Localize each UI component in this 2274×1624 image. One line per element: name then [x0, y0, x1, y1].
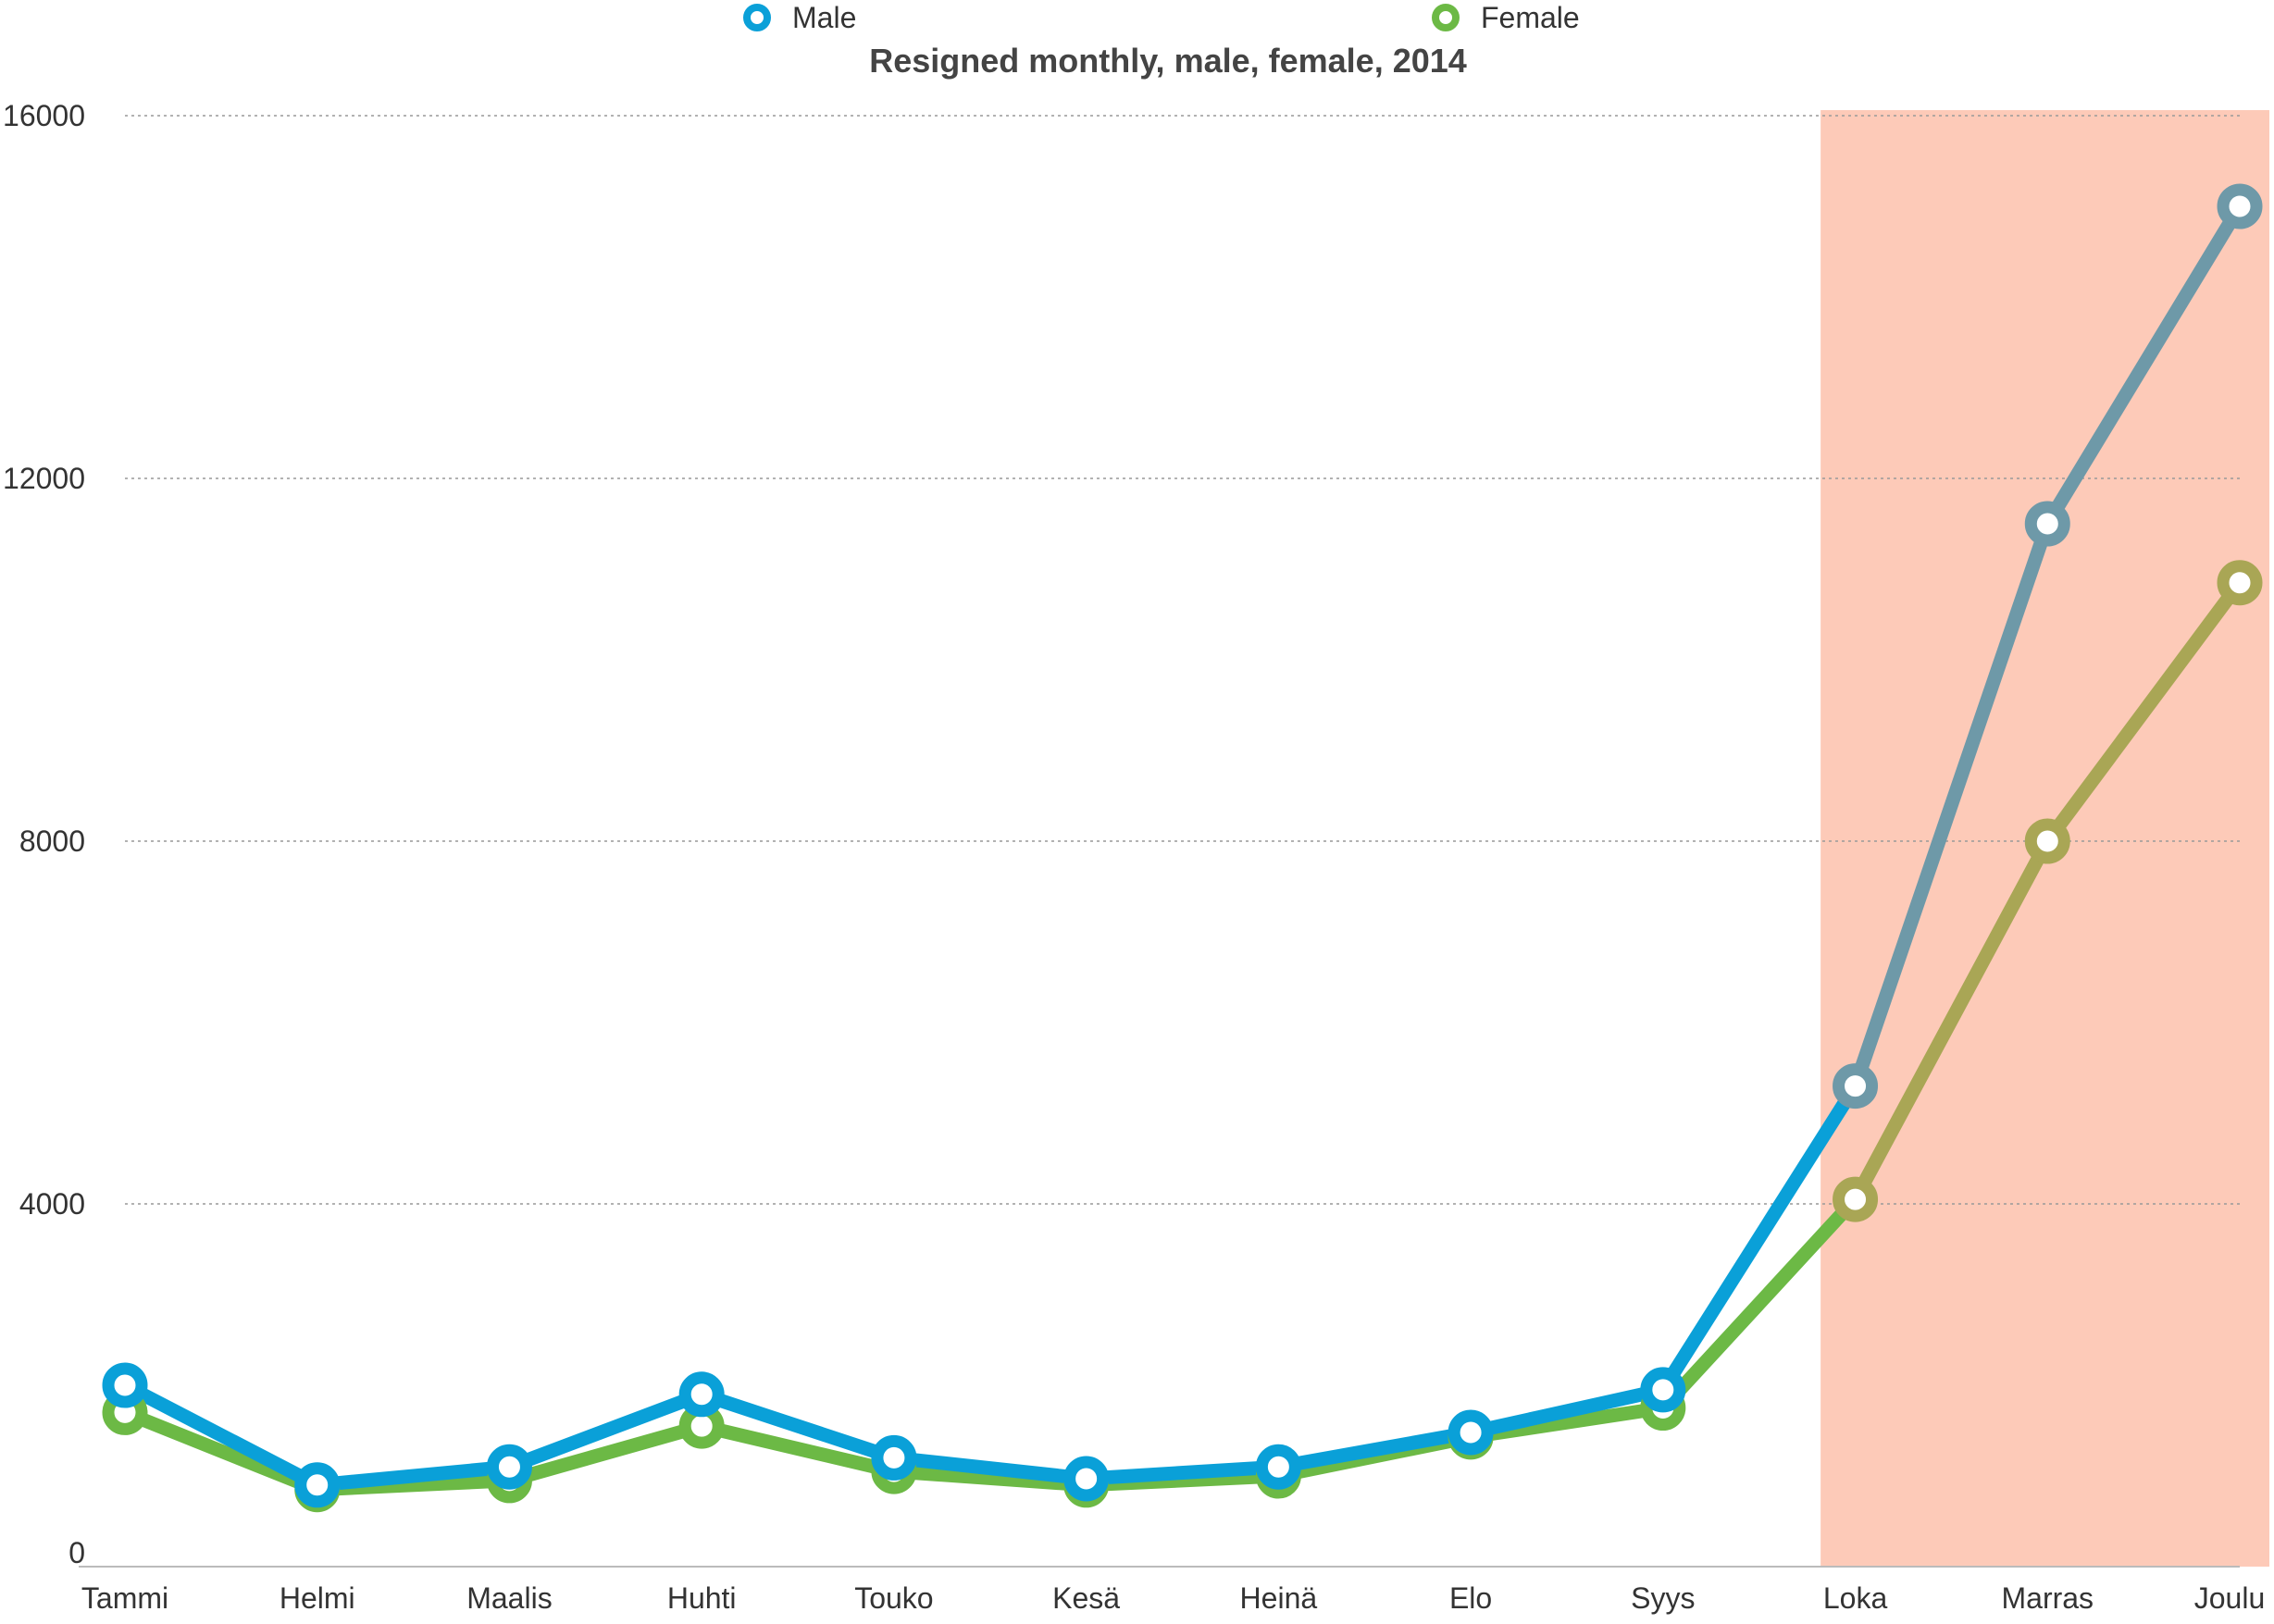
line-segment-male-2	[502, 1387, 709, 1474]
line-segment-female-3	[694, 1419, 901, 1479]
point-male-Kesä	[1063, 1456, 1110, 1502]
x-tick-Marras: Marras	[2001, 1581, 2094, 1615]
x-tick-labels: Tammi Helmi Maalis Huhti Touko Kesä Heinä Elo Sy…	[81, 1581, 2265, 1615]
x-tick-Maalis: Maalis	[466, 1581, 552, 1615]
point-female-Marras	[2024, 818, 2070, 864]
line-segment-male-8	[1656, 1079, 1863, 1397]
x-tick-Tammi: Tammi	[81, 1581, 168, 1615]
line-segment-male-10	[2040, 199, 2247, 531]
point-male-Syys	[1640, 1367, 1686, 1413]
point-male-Marras	[2024, 501, 2070, 547]
x-tick-Touko: Touko	[854, 1581, 933, 1615]
line-segment-male-0	[118, 1378, 325, 1493]
x-tick-Huhti: Huhti	[667, 1581, 737, 1615]
legend-marker-male	[743, 4, 771, 31]
x-tick-Elo: Elo	[1449, 1581, 1492, 1615]
line-segment-male-5	[1079, 1459, 1286, 1486]
gridlines	[125, 115, 2240, 1205]
point-female-Loka	[1833, 1176, 1879, 1222]
legend-label-male: Male	[792, 1, 856, 34]
series-points	[102, 183, 2263, 1513]
x-tick-Heinä: Heinä	[1240, 1581, 1318, 1615]
line-segment-male-6	[1271, 1425, 1478, 1474]
legend-label-female: Female	[1481, 1, 1580, 34]
point-male-Maalis	[486, 1444, 532, 1490]
point-male-Tammi	[102, 1362, 148, 1408]
line-segment-male-4	[887, 1450, 1094, 1486]
line-segment-male-3	[694, 1387, 901, 1465]
y-tick-16000: 16000	[3, 99, 85, 132]
point-male-Elo	[1448, 1409, 1494, 1456]
point-male-Joulu	[2217, 183, 2263, 229]
line-segment-female-9	[1848, 834, 2055, 1207]
line-segment-female-0	[118, 1405, 325, 1497]
x-tick-Helmi: Helmi	[280, 1581, 355, 1615]
x-tick-Loka: Loka	[1823, 1581, 1888, 1615]
point-male-Helmi	[294, 1462, 341, 1508]
line-segment-male-7	[1463, 1382, 1671, 1440]
line-segment-female-4	[887, 1464, 1094, 1493]
x-tick-Joulu: Joulu	[2194, 1581, 2266, 1615]
x-tick-Kesä: Kesä	[1052, 1581, 1120, 1615]
y-tick-12000: 12000	[3, 462, 85, 495]
legend-marker-female	[1432, 4, 1460, 31]
y-tick-8000: 8000	[19, 824, 85, 858]
point-female-Joulu	[2217, 560, 2263, 606]
legend: Male Female	[743, 1, 1580, 34]
point-male-Huhti	[678, 1371, 725, 1418]
line-segment-male-9	[1848, 516, 2055, 1094]
y-tick-labels: 0 4000 8000 12000 16000	[3, 99, 85, 1569]
line-segment-male-1	[310, 1459, 516, 1493]
line-segment-female-8	[1656, 1192, 1863, 1415]
point-male-Heinä	[1255, 1444, 1301, 1490]
y-tick-4000: 4000	[19, 1187, 85, 1221]
x-tick-Syys: Syys	[1631, 1581, 1695, 1615]
point-male-Touko	[871, 1434, 917, 1481]
chart-title: Resigned monthly, male, female, 2014	[869, 42, 1467, 80]
line-segment-female-2	[502, 1419, 709, 1488]
point-male-Loka	[1833, 1063, 1879, 1110]
series-lines	[118, 199, 2247, 1497]
y-tick-0: 0	[68, 1536, 85, 1569]
line-segment-female-10	[2040, 576, 2247, 849]
